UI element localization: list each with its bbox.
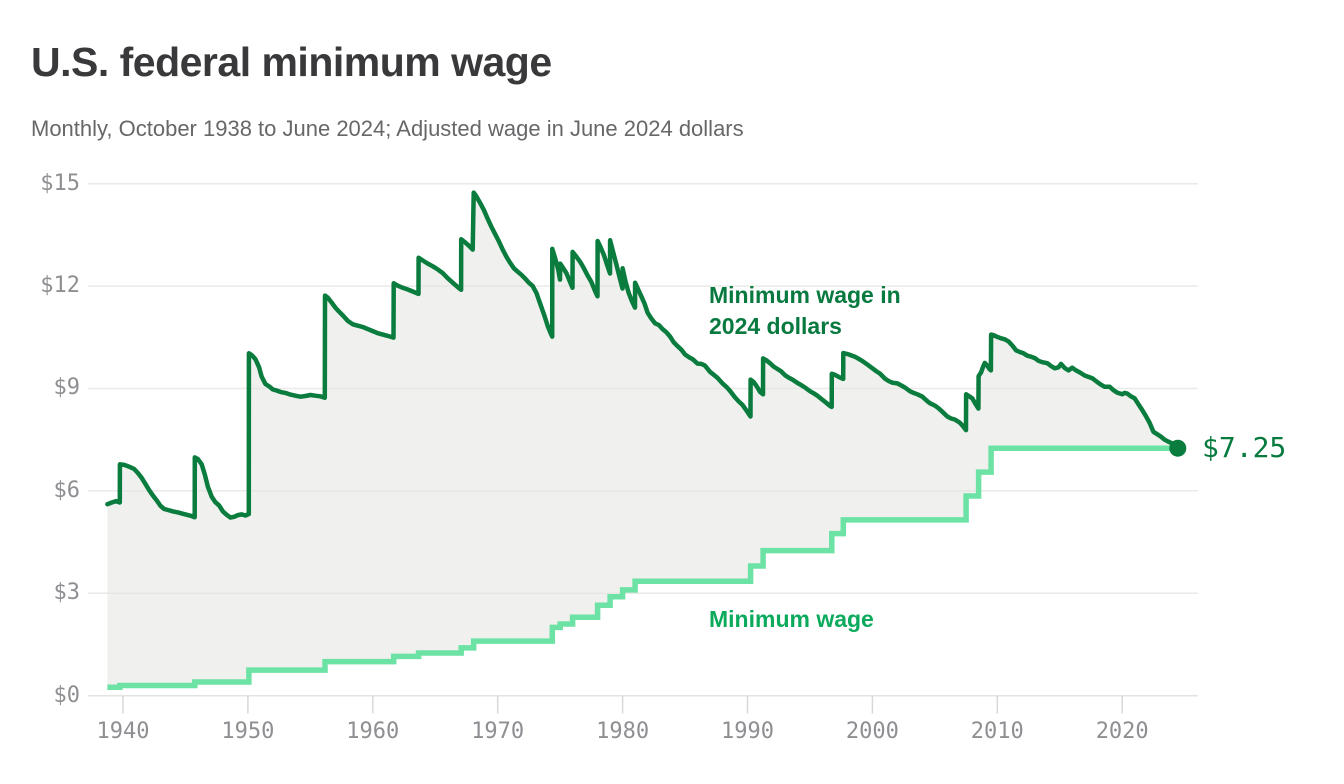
x-axis-label: 1950 bbox=[221, 719, 275, 744]
chart-subtitle: Monthly, October 1938 to June 2024; Adju… bbox=[31, 116, 744, 141]
x-axis-label: 2010 bbox=[970, 719, 1024, 744]
y-axis-label: $6 bbox=[53, 477, 81, 503]
fill-between-area bbox=[107, 192, 1178, 688]
x-axis-label: 1980 bbox=[596, 719, 650, 744]
x-axis-label: 2020 bbox=[1095, 719, 1149, 744]
x-axis-label: 1960 bbox=[346, 719, 400, 744]
x-axis-label: 1970 bbox=[471, 719, 525, 744]
y-axis-label: $3 bbox=[53, 580, 81, 606]
series-label-nominal-wage: Minimum wage bbox=[709, 606, 874, 632]
page-title: U.S. federal minimum wage bbox=[31, 39, 552, 85]
x-axis-label: 2000 bbox=[845, 719, 899, 744]
x-axis-label: 1990 bbox=[721, 719, 774, 744]
current-wage-annotation: $7.25 bbox=[1202, 431, 1287, 464]
series-label-adjusted-line1: Minimum wage in bbox=[709, 282, 901, 308]
y-axis-label: $9 bbox=[53, 375, 81, 401]
y-axis-label: $15 bbox=[40, 170, 80, 196]
x-axis-label: 1940 bbox=[96, 719, 150, 744]
series-label-adjusted-wage: Minimum wage in 2024 dollars bbox=[709, 280, 901, 342]
line-end-dot bbox=[1169, 439, 1187, 457]
adjusted-wage-line bbox=[105, 190, 1181, 520]
nominal-wage-line bbox=[107, 445, 1178, 690]
y-axis-label: $12 bbox=[40, 273, 80, 299]
series-label-adjusted-line2: 2024 dollars bbox=[709, 313, 842, 339]
y-axis-label: $0 bbox=[53, 682, 81, 708]
